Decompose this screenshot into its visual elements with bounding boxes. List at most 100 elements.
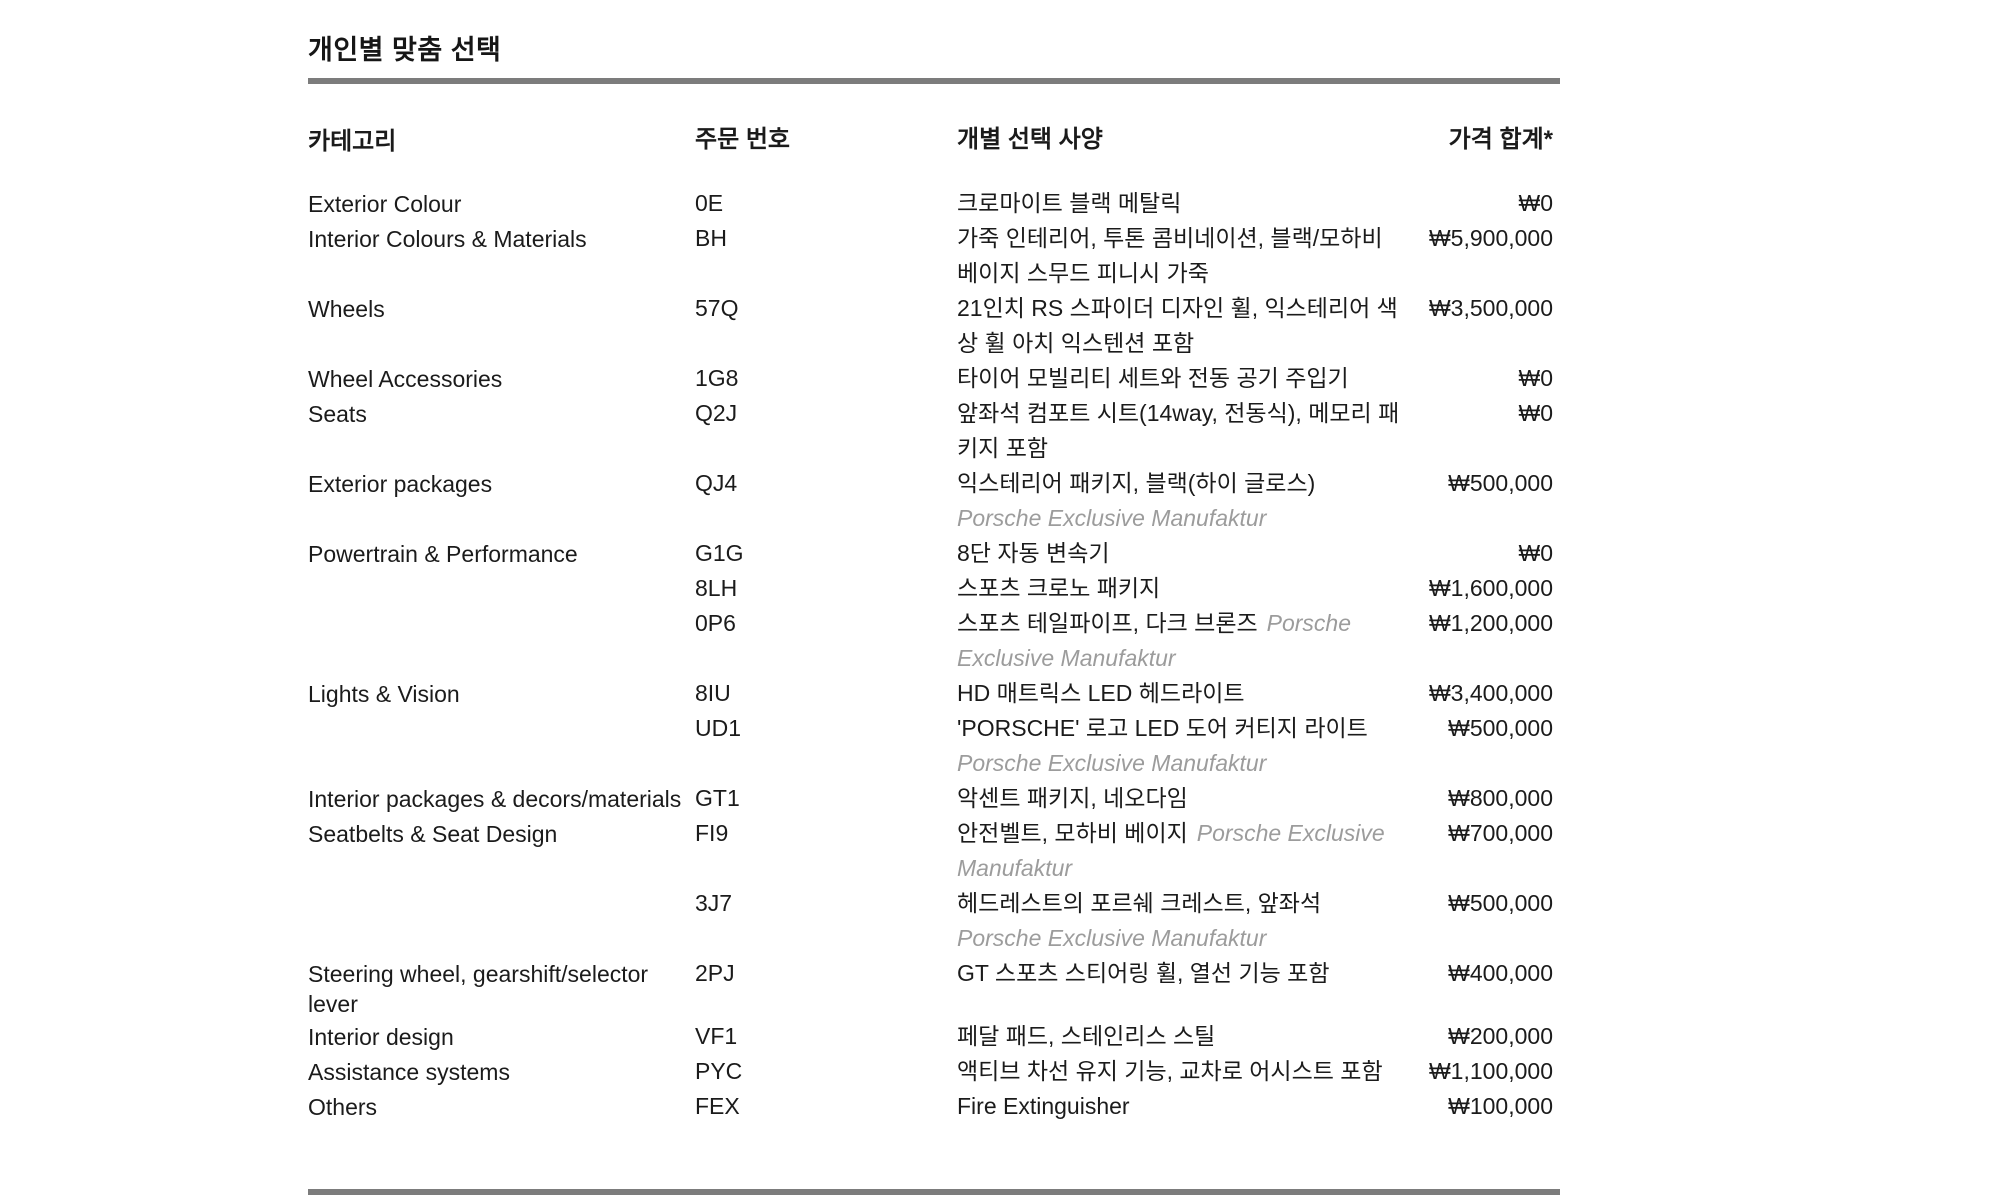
- page-title: 개인별 맞춤 선택: [308, 35, 502, 65]
- category-cell: Wheels: [308, 296, 385, 322]
- spec-cell: 스포츠 크로노 패키지: [957, 571, 1400, 606]
- spec-cell: 앞좌석 컴포트 시트(14way, 전동식), 메모리 패키지 포함: [957, 396, 1400, 466]
- price-cell: ₩1,200,000: [1428, 610, 1553, 636]
- spec-text: 페달 패드, 스테인리스 스틸: [957, 1023, 1216, 1049]
- spec-cell: HD 매트릭스 LED 헤드라이트: [957, 676, 1400, 711]
- table-row: Others FEX Fire Extinguisher ₩100,000: [308, 1089, 1553, 1124]
- order-code-cell: 2PJ: [695, 960, 735, 986]
- table-row: Steering wheel, gearshift/selector lever…: [308, 956, 1553, 1019]
- spec-cell: GT 스포츠 스티어링 휠, 열선 기능 포함: [957, 956, 1400, 1019]
- spec-text: Fire Extinguisher: [957, 1093, 1130, 1119]
- header-price-total: 가격 합계*: [1448, 126, 1553, 153]
- order-code-cell: FEX: [695, 1093, 740, 1119]
- spec-cell: 8단 자동 변속기: [957, 536, 1400, 571]
- spec-text: 가죽 인테리어, 투톤 콤비네이션, 블랙/모하비 베이지 스무드 피니시 가죽: [957, 225, 1383, 286]
- spec-text: 21인치 RS 스파이더 디자인 휠, 익스테리어 색상 휠 아치 익스텐션 포…: [957, 295, 1398, 356]
- order-code-cell: PYC: [695, 1058, 743, 1084]
- category-cell: Others: [308, 1094, 378, 1120]
- bottom-rule: [308, 1189, 1560, 1195]
- spec-cell: 'PORSCHE' 로고 LED 도어 커티지 라이트 Porsche Exclu…: [957, 711, 1400, 781]
- category-cell: [308, 886, 695, 956]
- category-cell: Powertrain & Performance: [308, 541, 578, 567]
- category-cell: [308, 711, 695, 781]
- spec-cell: 액티브 차선 유지 기능, 교차로 어시스트 포함: [957, 1054, 1400, 1089]
- price-cell: ₩3,400,000: [1428, 680, 1553, 706]
- spec-cell: 안전벨트, 모하비 베이지 Porsche Exclusive Manufaktu…: [957, 816, 1400, 886]
- spec-text: 안전벨트, 모하비 베이지: [957, 820, 1188, 846]
- spec-cell: 악센트 패키지, 네오다임: [957, 781, 1400, 816]
- category-cell: Exterior packages: [308, 471, 493, 497]
- category-cell: [308, 571, 695, 606]
- price-cell: ₩200,000: [1448, 1023, 1553, 1049]
- table-row: Exterior packages QJ4 익스테리어 패키지, 블랙(하이 글로스…: [308, 466, 1553, 536]
- spec-text: 헤드레스트의 포르쉐 크레스트, 앞좌석: [957, 890, 1322, 916]
- category-cell: Assistance systems: [308, 1059, 510, 1085]
- price-cell: ₩0: [1518, 365, 1554, 391]
- spec-text: 스포츠 테일파이프, 다크 브론즈: [957, 610, 1258, 636]
- price-cell: ₩500,000: [1448, 470, 1553, 496]
- category-cell: Interior Colours & Materials: [308, 226, 587, 252]
- table-row: Exterior Colour 0E 크로마이트 블랙 메탈릭 ₩0: [308, 186, 1553, 221]
- table-header-row: 카테고리 주문 번호 개별 선택 사양 가격 합계*: [308, 124, 1553, 157]
- table-row: Wheels 57Q 21인치 RS 스파이더 디자인 휠, 익스테리어 색상 휠 …: [308, 291, 1553, 361]
- manufaktur-note: Porsche Exclusive Manufaktur: [957, 505, 1267, 531]
- price-cell: ₩0: [1518, 190, 1554, 216]
- order-code-cell: Q2J: [695, 400, 738, 426]
- spec-cell: 페달 패드, 스테인리스 스틸: [957, 1019, 1400, 1054]
- table-row: 3J7 헤드레스트의 포르쉐 크레스트, 앞좌석 Porsche Exclusive…: [308, 886, 1553, 956]
- price-cell: ₩1,600,000: [1428, 575, 1553, 601]
- table-row: Lights & Vision 8IU HD 매트릭스 LED 헤드라이트 ₩3,40…: [308, 676, 1553, 711]
- spec-cell: 스포츠 테일파이프, 다크 브론즈 Porsche Exclusive Manuf…: [957, 606, 1400, 676]
- price-cell: ₩800,000: [1448, 785, 1553, 811]
- spec-text: 크로마이트 블랙 메탈릭: [957, 190, 1182, 216]
- order-code-cell: 0E: [695, 190, 724, 216]
- manufaktur-note: Porsche Exclusive Manufaktur: [957, 925, 1267, 951]
- table-row: Wheel Accessories 1G8 타이어 모빌리티 세트와 전동 공기 주…: [308, 361, 1553, 396]
- category-cell: Seatbelts & Seat Design: [308, 821, 558, 847]
- order-code-cell: BH: [695, 225, 727, 251]
- order-code-cell: 3J7: [695, 890, 733, 916]
- order-code-cell: FI9: [695, 820, 729, 846]
- table-row: 8LH 스포츠 크로노 패키지 ₩1,600,000: [308, 571, 1553, 606]
- table-row: Interior packages & decors/materials GT1 악…: [308, 781, 1553, 816]
- spec-cell: Fire Extinguisher: [957, 1089, 1400, 1124]
- spec-text: HD 매트릭스 LED 헤드라이트: [957, 680, 1245, 706]
- table-row: Powertrain & Performance G1G 8단 자동 변속기 ₩0: [308, 536, 1553, 571]
- table-row: Seats Q2J 앞좌석 컴포트 시트(14way, 전동식), 메모리 패키지 …: [308, 396, 1553, 466]
- table-row: Seatbelts & Seat Design FI9 안전벨트, 모하비 베이지 P…: [308, 816, 1553, 886]
- spec-cell: 크로마이트 블랙 메탈릭: [957, 186, 1400, 221]
- header-selected-spec: 개별 선택 사양: [957, 126, 1103, 153]
- order-code-cell: G1G: [695, 540, 744, 566]
- spec-cell: 익스테리어 패키지, 블랙(하이 글로스) Porsche Exclusive M…: [957, 466, 1400, 536]
- order-code-cell: UD1: [695, 715, 742, 741]
- table-row: UD1 'PORSCHE' 로고 LED 도어 커티지 라이트 Porsche Ex…: [308, 711, 1553, 781]
- header-category: 카테고리: [308, 128, 397, 155]
- category-cell: Exterior Colour: [308, 191, 462, 217]
- table-row: Interior Colours & Materials BH 가죽 인테리어, 투…: [308, 221, 1553, 291]
- price-cell: ₩3,500,000: [1428, 295, 1553, 321]
- order-code-cell: QJ4: [695, 470, 738, 496]
- spec-text: 8단 자동 변속기: [957, 540, 1110, 566]
- order-code-cell: GT1: [695, 785, 740, 811]
- spec-text: 악센트 패키지, 네오다임: [957, 785, 1188, 811]
- table-row: Assistance systems PYC 액티브 차선 유지 기능, 교차로 어…: [308, 1054, 1553, 1089]
- category-cell: [308, 606, 695, 676]
- spec-text: 익스테리어 패키지, 블랙(하이 글로스): [957, 470, 1316, 496]
- price-cell: ₩500,000: [1448, 890, 1553, 916]
- category-cell: Steering wheel, gearshift/selector lever: [308, 961, 649, 1017]
- order-code-cell: 1G8: [695, 365, 739, 391]
- price-cell: ₩500,000: [1448, 715, 1553, 741]
- price-cell: ₩0: [1518, 540, 1554, 566]
- spec-cell: 헤드레스트의 포르쉐 크레스트, 앞좌석 Porsche Exclusive Ma…: [957, 886, 1400, 956]
- price-cell: ₩0: [1518, 400, 1554, 426]
- table-row: 0P6 스포츠 테일파이프, 다크 브론즈 Porsche Exclusive Ma…: [308, 606, 1553, 676]
- price-cell: ₩1,100,000: [1428, 1058, 1553, 1084]
- spec-text: 스포츠 크로노 패키지: [957, 575, 1161, 601]
- spec-text: 액티브 차선 유지 기능, 교차로 어시스트 포함: [957, 1058, 1383, 1084]
- category-cell: Seats: [308, 401, 367, 427]
- spec-text: 앞좌석 컴포트 시트(14way, 전동식), 메모리 패키지 포함: [957, 400, 1400, 461]
- price-cell: ₩5,900,000: [1428, 225, 1553, 251]
- order-code-cell: 57Q: [695, 295, 739, 321]
- manufaktur-note: Porsche Exclusive Manufaktur: [957, 750, 1267, 776]
